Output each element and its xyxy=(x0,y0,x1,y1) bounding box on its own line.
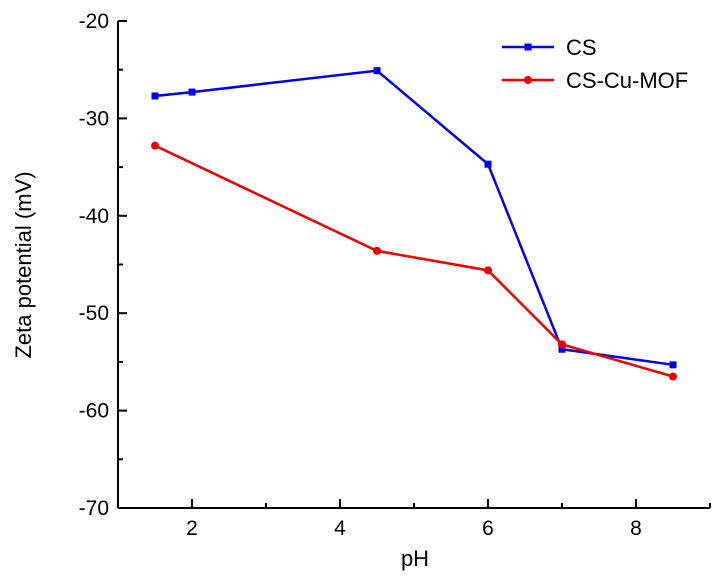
y-tick-label: -20 xyxy=(79,10,109,33)
y-tick-label: -30 xyxy=(79,107,109,130)
y-axis-label: Zeta potential (mV) xyxy=(11,171,36,358)
legend: CS CS-Cu-MOF xyxy=(502,35,688,93)
legend-entry-cs: CS xyxy=(502,35,597,60)
x-tick-label: 6 xyxy=(482,517,494,540)
x-tick-label: 8 xyxy=(630,517,642,540)
y-tick-label: -70 xyxy=(79,497,109,520)
y-tick-label: -60 xyxy=(79,400,109,423)
legend-label: CS-Cu-MOF xyxy=(566,68,688,93)
y-tick-label: -40 xyxy=(79,205,109,228)
data-point xyxy=(151,141,159,150)
data-point xyxy=(558,340,566,349)
legend-marker xyxy=(524,76,532,84)
y-tick-label: -50 xyxy=(79,302,109,325)
data-point xyxy=(484,160,492,168)
data-point xyxy=(151,92,159,100)
tick-labels: 2 4 6 8 -70 -60 -50 -40 -30 -20 xyxy=(79,10,642,540)
x-axis-label: pH xyxy=(401,546,429,571)
axis-ticks xyxy=(117,20,711,509)
legend-label: CS xyxy=(566,35,597,60)
data-point xyxy=(373,67,381,75)
data-point xyxy=(484,266,492,275)
series-layer xyxy=(151,67,677,381)
x-tick-label: 2 xyxy=(186,517,198,540)
legend-marker xyxy=(524,43,532,51)
data-point xyxy=(669,372,677,381)
series-line-cs xyxy=(154,69,674,367)
series-cs-cu-mof xyxy=(151,141,677,381)
data-point xyxy=(669,361,677,369)
data-point xyxy=(373,246,381,255)
data-point xyxy=(558,345,566,353)
series-line-cs-cu-mof xyxy=(154,144,674,378)
data-point xyxy=(188,88,196,96)
x-tick-label: 4 xyxy=(334,517,346,540)
series-cs xyxy=(151,67,677,369)
legend-entry-cs-cu-mof: CS-Cu-MOF xyxy=(502,68,688,93)
plot-frame xyxy=(117,21,710,509)
